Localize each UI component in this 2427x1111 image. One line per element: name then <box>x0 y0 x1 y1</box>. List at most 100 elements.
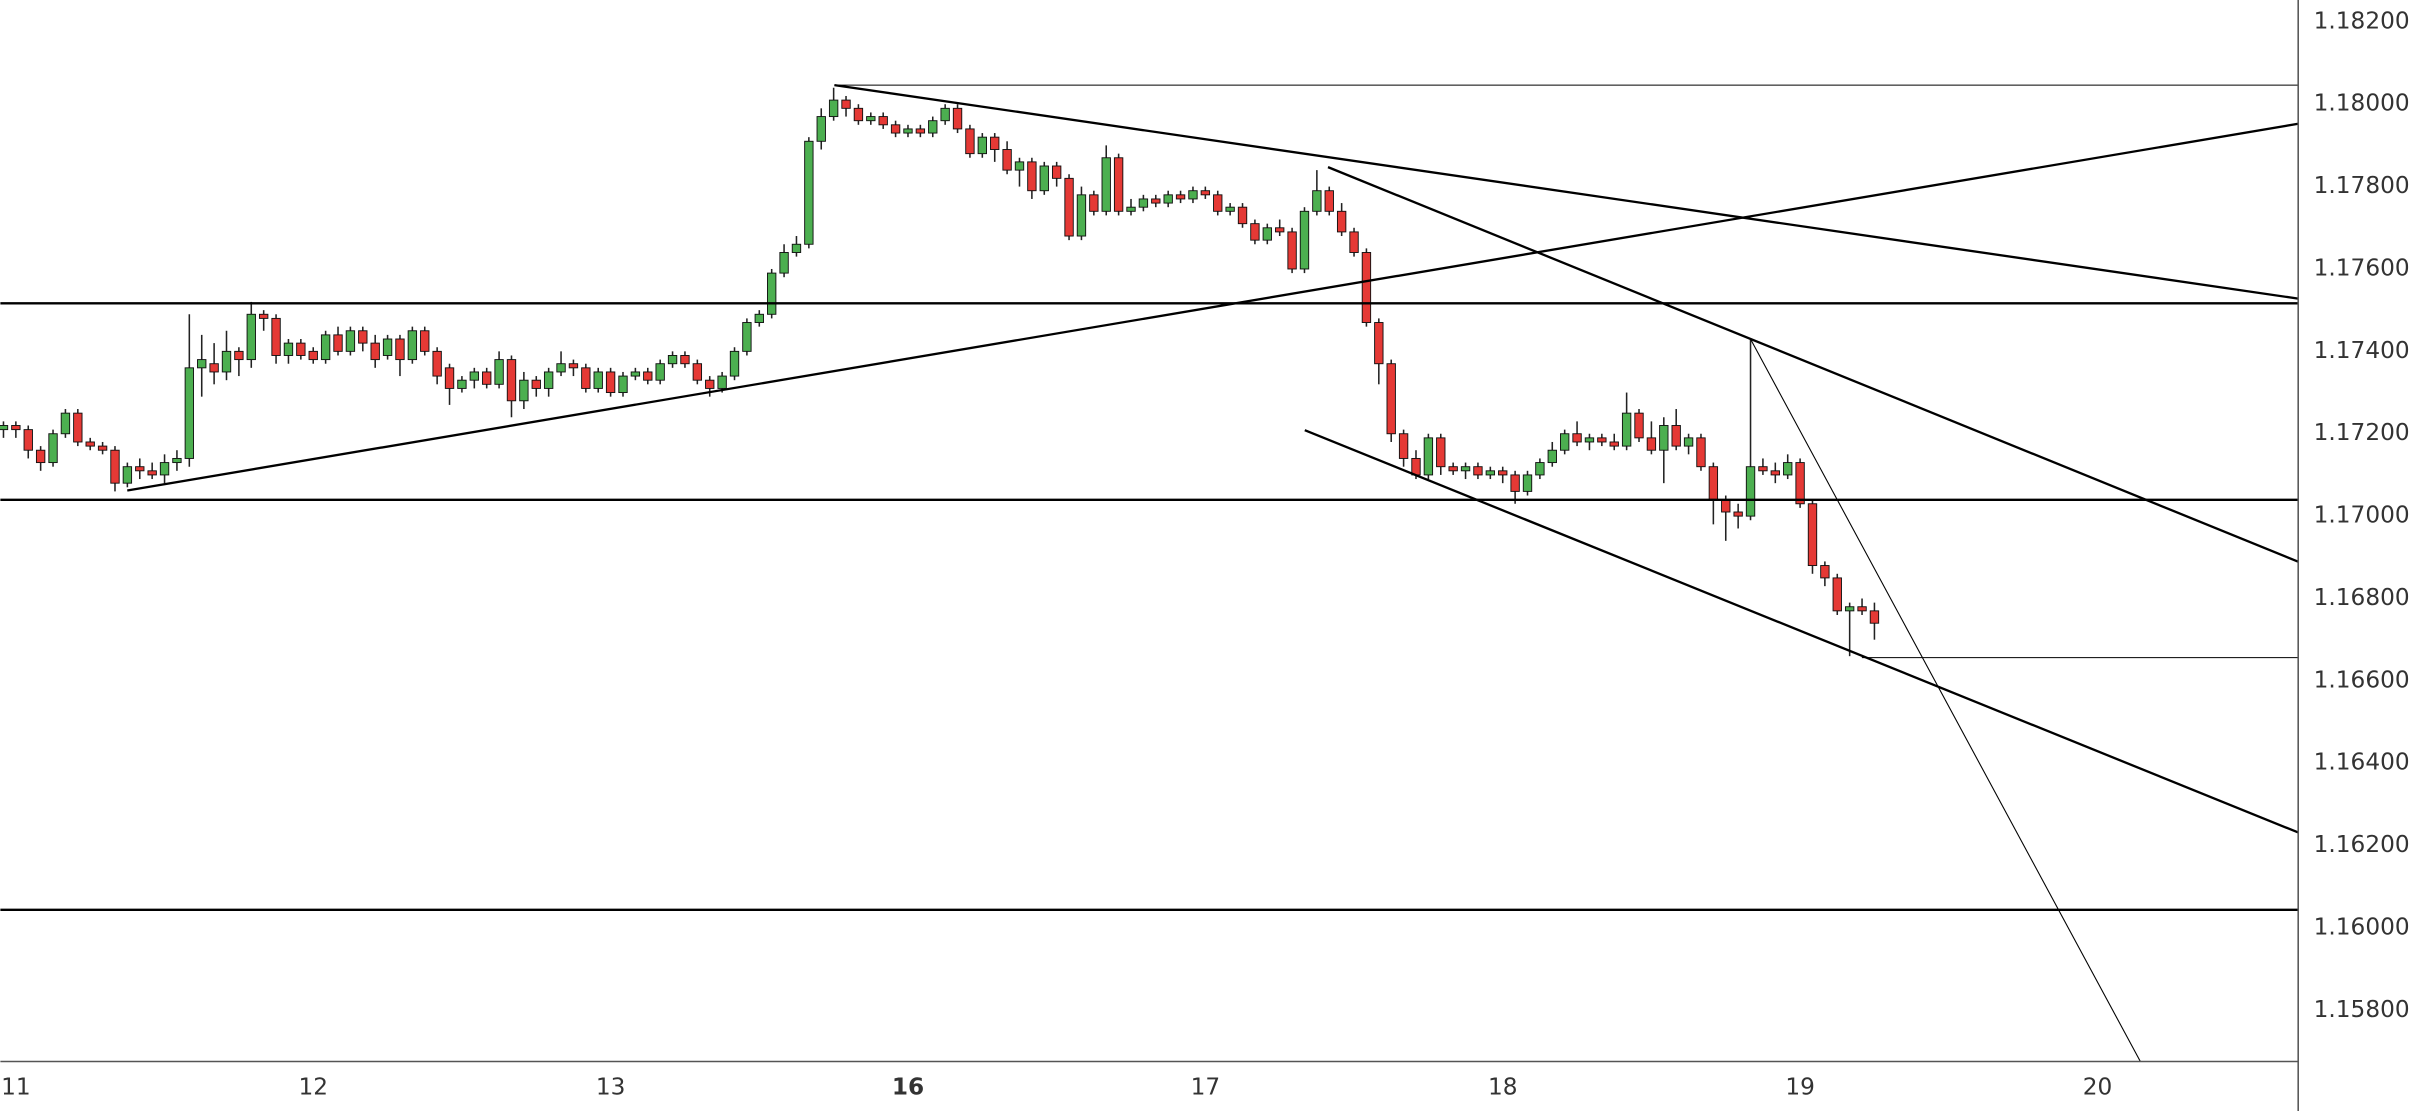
candle-body <box>172 457 182 464</box>
axes: 1.18200 1.18000 1.17800 1.17600 1.17400 1.172… <box>1 7 2410 1100</box>
candle-body <box>705 379 715 389</box>
candle-body <box>1634 412 1644 439</box>
candle-body <box>23 429 33 451</box>
candle-body <box>519 379 529 402</box>
candle-body <box>977 136 987 155</box>
x-tick-label: 18 <box>1488 1073 1518 1100</box>
candle-body <box>1609 441 1619 447</box>
candle-body <box>841 99 851 109</box>
x-tick-label: 20 <box>2083 1073 2113 1100</box>
candle-body <box>1349 231 1359 253</box>
candle-body <box>1398 433 1409 459</box>
candle-body <box>1076 194 1087 237</box>
candle-body <box>60 412 71 435</box>
candle-body <box>432 350 442 377</box>
candle-body <box>1275 227 1285 233</box>
candle-body <box>1411 457 1421 476</box>
candle-body <box>729 350 740 377</box>
candle-body <box>643 371 653 381</box>
y-tick-label: 1.15800 <box>2314 996 2410 1023</box>
y-tick-label: 1.16800 <box>2314 584 2410 611</box>
candle-body <box>209 363 219 373</box>
candle-body <box>1758 466 1768 472</box>
candle-body <box>1175 194 1186 200</box>
candle-body <box>1213 194 1223 212</box>
candle-body <box>246 313 256 361</box>
candle-body <box>1237 206 1248 225</box>
y-tick-label: 1.16400 <box>2314 749 2410 776</box>
candle-body <box>1113 157 1124 212</box>
candle-body <box>1783 462 1793 476</box>
x-tick-label: 17 <box>1191 1073 1221 1100</box>
candle-body <box>135 466 145 472</box>
candle-body <box>791 243 802 253</box>
candle-body <box>197 359 207 369</box>
trend-line <box>1304 429 2299 834</box>
candle-body <box>556 363 566 373</box>
candle-body <box>1708 466 1719 501</box>
y-tick-label: 1.16000 <box>2314 914 2410 941</box>
y-tick-label: 1.17400 <box>2314 337 2410 364</box>
candle-body <box>35 449 46 464</box>
candle-body <box>1498 470 1508 476</box>
candle-body <box>1485 470 1496 476</box>
candle-body <box>221 350 232 373</box>
candle-body <box>866 116 876 122</box>
candle-body <box>457 379 467 389</box>
candle-body <box>85 441 95 447</box>
candle-body <box>890 124 901 134</box>
candle-body <box>1869 610 1880 624</box>
y-tick-label: 1.16200 <box>2314 831 2410 858</box>
candle-body <box>1014 161 1025 171</box>
candle-body <box>0 425 9 431</box>
candle-body <box>382 338 393 356</box>
candle-body <box>618 375 628 394</box>
y-tick-label: 1.17600 <box>2314 254 2410 281</box>
candle-body <box>543 371 554 389</box>
candle-body <box>407 330 418 361</box>
candle-body <box>1671 425 1681 447</box>
candle-body <box>1460 466 1471 472</box>
candle-body <box>122 466 133 484</box>
candle-body <box>506 359 517 402</box>
candle-body <box>1064 177 1074 237</box>
y-tick-label: 1.17000 <box>2314 502 2410 529</box>
candle-body <box>1436 437 1446 468</box>
y-tick-label: 1.17800 <box>2314 172 2410 199</box>
candle-body <box>1027 161 1037 192</box>
candle-body <box>234 350 244 361</box>
candle-body <box>878 116 888 126</box>
candle-body <box>444 367 455 389</box>
candle-body <box>1101 157 1111 212</box>
y-tick-label: 1.18000 <box>2314 90 2410 117</box>
candle-body <box>1510 474 1520 492</box>
x-tick-label: 13 <box>596 1073 626 1100</box>
candle-body <box>1795 462 1805 505</box>
candle-body <box>1535 462 1545 476</box>
trend-line <box>834 83 2299 300</box>
candle-body <box>1039 165 1049 192</box>
candle-body <box>1844 606 1855 612</box>
candle-body <box>1163 194 1173 204</box>
candle-body <box>630 371 641 377</box>
candle-body <box>1621 412 1632 447</box>
candle-body <box>742 322 752 352</box>
candle-body <box>308 350 318 361</box>
candle-body <box>1522 474 1533 492</box>
trend-line <box>127 122 2299 492</box>
candle-body <box>1423 437 1434 476</box>
candle-body <box>1832 577 1842 612</box>
candle-body <box>1683 437 1694 447</box>
candle-body <box>1807 503 1818 567</box>
candle-body <box>11 425 21 431</box>
candle-body <box>1188 190 1198 200</box>
candle-body <box>680 355 690 365</box>
candle-body <box>928 120 938 134</box>
trend-line <box>1749 338 2141 1062</box>
candle-body <box>395 338 405 361</box>
candle-body <box>1696 437 1706 468</box>
candle-body <box>990 136 1000 150</box>
x-tick-label: 11 <box>1 1073 31 1100</box>
candle-body <box>1336 210 1347 233</box>
